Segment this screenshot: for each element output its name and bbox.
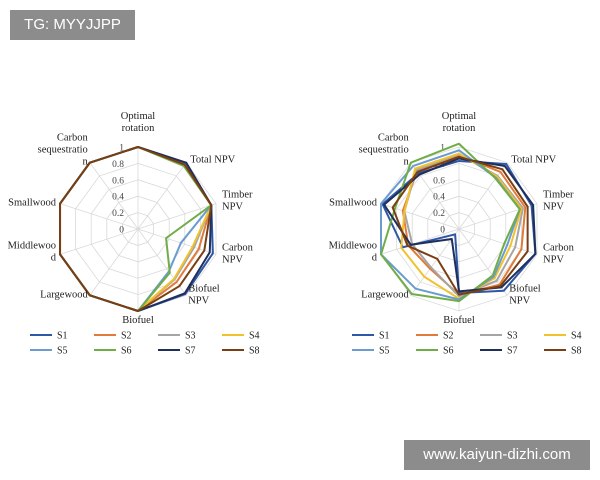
axis-label: Timber NPV: [543, 190, 574, 213]
axis-label: Timber NPV: [222, 190, 253, 213]
tick-label: 1: [119, 144, 124, 154]
radar-spoke: [89, 162, 139, 230]
radar-spoke: [137, 203, 217, 230]
legend-label-s3: S3: [507, 331, 518, 342]
legend-label-s6: S6: [121, 346, 132, 357]
series-line-s7: [383, 157, 537, 293]
legend-label-s7: S7: [185, 346, 196, 357]
radar-chart-1: 0 0.2 0.4 0.6 0.8 1 Optimal rotation Total NPV Ti…: [8, 111, 260, 357]
watermark-tag-top: TG: MYYJJPP: [10, 10, 135, 40]
axis-label: Total NPV: [511, 155, 556, 166]
tick-label: 0.8: [112, 160, 124, 170]
tick-label: 0.4: [433, 193, 445, 203]
radar-spoke: [458, 203, 538, 230]
radar-spoke: [137, 228, 187, 296]
axis-label: Carbon NPV: [222, 242, 254, 265]
axis-label: Smallwood: [329, 198, 378, 209]
axis-label: Largewood: [40, 289, 88, 300]
legend-label-s2: S2: [121, 331, 132, 342]
tick-label: 0.4: [112, 193, 124, 203]
axis-label: Smallwood: [8, 198, 57, 209]
radar-spoke: [137, 162, 187, 230]
axis-label: Largewood: [361, 289, 409, 300]
axis-label: Middlewoo d: [329, 240, 378, 263]
series-line-s6: [380, 142, 521, 303]
legend-label-s8: S8: [571, 346, 582, 357]
radar-spoke: [380, 228, 460, 255]
radar-spoke: [59, 203, 139, 230]
legend-label-s5: S5: [57, 346, 68, 357]
tick-label: 0.6: [112, 176, 124, 186]
axis-label: Biofuel: [443, 315, 475, 326]
tick-label: 0.6: [433, 176, 445, 186]
legend-label-s4: S4: [249, 331, 260, 342]
legend-label-s5: S5: [379, 346, 390, 357]
legend-label-s7: S7: [507, 346, 518, 357]
axis-label: Biofuel NPV: [509, 283, 541, 306]
axis-label: Total NPV: [190, 155, 235, 166]
axis-label: Carbon sequestratio n: [38, 133, 89, 168]
radar-spoke: [380, 203, 460, 230]
legend-label-s8: S8: [249, 346, 260, 357]
legend-label-s4: S4: [571, 331, 582, 342]
legend-label-s6: S6: [443, 346, 454, 357]
watermark-tag-bottom: www.kaiyun-dizhi.com: [404, 440, 590, 470]
axis-label: Carbon NPV: [543, 242, 575, 265]
axis-label: Biofuel NPV: [188, 283, 220, 306]
tick-label: 0.2: [112, 209, 124, 219]
series-line-s8: [391, 155, 529, 296]
axis-label: Biofuel: [122, 315, 154, 326]
axis-label: Middlewoo d: [8, 240, 57, 263]
tick-label: 0.2: [433, 209, 445, 219]
legend-label-s1: S1: [57, 331, 68, 342]
radar-spoke: [458, 162, 508, 230]
series-line-s8: [59, 146, 213, 312]
radar-spoke: [59, 228, 139, 255]
tick-label: 0: [119, 226, 124, 236]
tick-label: 0: [440, 226, 445, 236]
tick-label: 1: [440, 144, 445, 154]
axis-label: Optimal rotation: [121, 111, 155, 134]
axis-label: Carbon sequestratio n: [359, 133, 410, 168]
axis-label: Optimal rotation: [442, 111, 476, 134]
legend-label-s1: S1: [379, 331, 390, 342]
radar-spoke: [89, 228, 139, 296]
legend-label-s2: S2: [443, 331, 454, 342]
radar-spoke: [458, 228, 538, 255]
radar-spoke: [137, 228, 217, 255]
legend-label-s3: S3: [185, 331, 196, 342]
